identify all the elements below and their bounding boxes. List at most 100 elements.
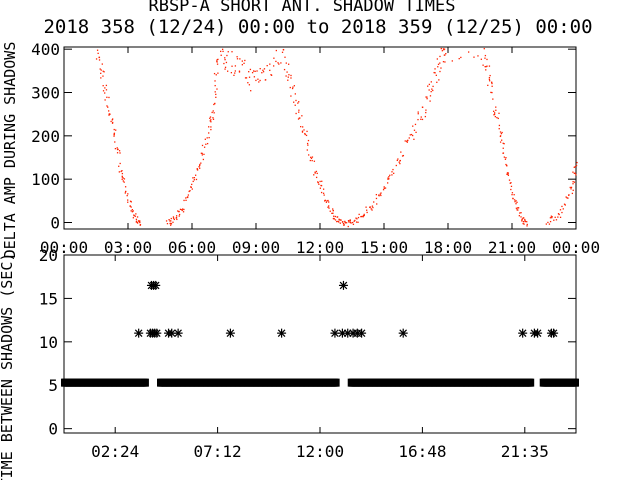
- amplitude-data-point: [282, 49, 285, 51]
- amplitude-data-point: [570, 188, 572, 190]
- amplitude-data-point: [315, 170, 318, 173]
- interval-axes-frame: [63, 254, 577, 434]
- amplitude-data-point: [273, 65, 275, 67]
- amplitude-data-point: [170, 223, 173, 225]
- amplitude-data-point: [188, 190, 190, 193]
- amplitude-data-point: [127, 193, 129, 195]
- interval-baseline-point: [333, 378, 340, 387]
- amplitude-data-point: [214, 102, 216, 105]
- amplitude-data-point: [361, 215, 363, 218]
- amplitude-data-point: [192, 177, 194, 179]
- amplitude-data-point: [263, 68, 266, 70]
- amplitude-data-point: [434, 72, 436, 74]
- amplitude-data-point: [285, 75, 287, 77]
- amplitude-x-ticks: 00:00 03:00 06:00 09:00 12:00 15:00 18:00 21:00…: [40, 47, 600, 257]
- amplitude-data-point: [130, 201, 132, 203]
- amplitude-data-point: [500, 132, 503, 135]
- amplitude-data-point: [277, 62, 279, 64]
- amplitude-data-point: [114, 147, 117, 150]
- amplitude-data-point: [136, 216, 139, 218]
- amplitude-data-point: [391, 171, 393, 173]
- amplitude-data-point: [275, 60, 277, 63]
- amplitude-data-point: [129, 205, 131, 207]
- amplitude-data-point: [261, 72, 263, 74]
- amplitude-data-point: [323, 194, 325, 196]
- amplitude-data-point: [104, 99, 106, 101]
- amplitude-data-point: [352, 223, 355, 226]
- interval-y-tick-label: 15: [39, 289, 58, 308]
- interval-y-tick-label: 5: [48, 376, 58, 395]
- amplitude-data-point: [250, 90, 252, 92]
- interval-y-tick-label: 20: [39, 246, 58, 265]
- amplitude-data-point: [421, 118, 424, 121]
- amplitude-data-point: [209, 117, 211, 119]
- amplitude-data-point: [206, 137, 208, 139]
- amplitude-data-point: [524, 218, 526, 221]
- amplitude-data-point: [295, 99, 297, 102]
- amplitude-data-point: [216, 60, 218, 62]
- amplitude-data-point: [255, 79, 257, 82]
- amplitude-data-point: [576, 161, 578, 164]
- amplitude-data-point: [339, 222, 341, 224]
- amplitude-data-point: [526, 223, 528, 226]
- amplitude-data-point: [307, 144, 309, 146]
- amplitude-data-point: [348, 220, 350, 222]
- amplitude-data-point: [216, 61, 218, 63]
- amplitude-data-point: [371, 205, 374, 207]
- interval-x-tick-label: 16:48: [398, 442, 446, 461]
- amplitude-data-point: [173, 218, 175, 221]
- amplitude-data-point: [507, 173, 509, 175]
- amplitude-data-point: [495, 106, 497, 108]
- amplitude-data-point: [213, 72, 216, 75]
- amplitude-data-point: [169, 220, 171, 222]
- amplitude-data-point: [509, 182, 511, 184]
- amplitude-data-point: [208, 136, 210, 139]
- amplitude-data-point: [104, 87, 106, 89]
- amplitude-data-point: [178, 210, 180, 213]
- amplitude-data-point: [291, 87, 294, 90]
- amplitude-data-point: [126, 194, 128, 197]
- amplitude-data-point: [257, 78, 259, 80]
- amplitude-data-point: [505, 157, 507, 159]
- amplitude-data-point: [428, 89, 430, 91]
- amplitude-data-point: [342, 222, 345, 225]
- amplitude-data-point: [526, 225, 528, 227]
- amplitude-data-point: [119, 152, 121, 154]
- interval-data-point: [134, 328, 144, 338]
- interval-panel: 02:24 07:12 12:00 16:48 21:35 0 5 10 15 20 TIME …: [0, 246, 579, 480]
- interval-baseline-point: [142, 378, 149, 387]
- amplitude-data-point: [135, 218, 138, 220]
- amplitude-data-point: [561, 205, 563, 208]
- amplitude-data-point: [387, 178, 389, 180]
- amplitude-data-point: [322, 192, 325, 194]
- amplitude-data-point: [103, 71, 105, 73]
- amplitude-data-point: [111, 119, 113, 121]
- amplitude-data-point: [488, 77, 491, 79]
- amplitude-data-point: [363, 214, 365, 217]
- amplitude-data-point: [293, 101, 295, 103]
- amplitude-data-point: [413, 138, 415, 140]
- amplitude-data-point: [127, 201, 129, 203]
- amplitude-data-point: [190, 186, 192, 189]
- amplitude-data-point: [265, 79, 267, 81]
- amplitude-data-point: [393, 172, 395, 174]
- amplitude-data-point: [248, 76, 251, 78]
- amplitude-data-point: [320, 191, 323, 194]
- amplitude-data-point: [366, 211, 368, 214]
- amplitude-data-point: [314, 172, 316, 174]
- amplitude-data-point: [313, 160, 316, 162]
- amplitude-data-point: [437, 66, 439, 68]
- amplitude-data-point: [108, 96, 110, 99]
- amplitude-data-point: [247, 82, 249, 84]
- amplitude-data-point: [517, 209, 519, 211]
- amplitude-data-point: [327, 206, 329, 208]
- amplitude-data-point: [179, 208, 182, 211]
- interval-data-point: [533, 328, 543, 338]
- amplitude-x-tick-label: 00:00: [40, 238, 88, 257]
- amplitude-data-point: [131, 211, 134, 213]
- amplitude-data-point: [366, 209, 368, 211]
- amplitude-data-point: [212, 110, 214, 112]
- amplitude-data-point: [294, 93, 296, 95]
- amplitude-data-point: [118, 150, 121, 152]
- amplitude-data-point: [187, 194, 190, 196]
